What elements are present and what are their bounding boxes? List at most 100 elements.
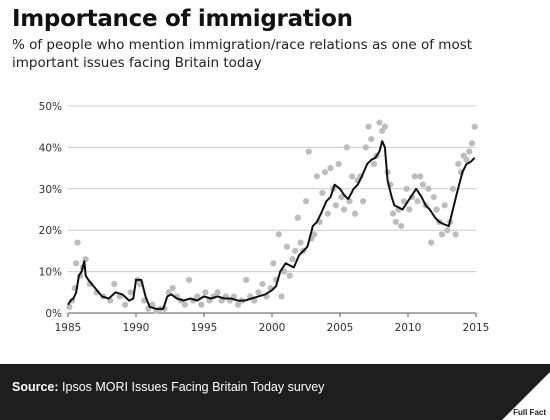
scatter-point xyxy=(400,198,408,205)
x-tick-label: 2010 xyxy=(395,322,422,334)
y-tick-label: 10% xyxy=(39,267,62,279)
y-tick-labels: 0% 10% 20% 30% 40% 50% xyxy=(39,101,62,320)
chart-subtitle: % of people who mention immigration/race… xyxy=(12,37,473,71)
scatter-point xyxy=(292,247,299,254)
scatter-point xyxy=(376,119,383,126)
scatter-point xyxy=(368,136,375,143)
scatter-point xyxy=(289,256,296,263)
scatter-point xyxy=(283,243,291,250)
x-tick-label: 1990 xyxy=(123,322,150,334)
scatter-point xyxy=(425,185,432,192)
footer: Source: Ipsos MORI Issues Facing Britain… xyxy=(0,364,550,420)
scatter-point xyxy=(343,144,350,151)
scatter-point xyxy=(370,160,378,168)
scatter-point xyxy=(278,293,285,300)
scatter-point xyxy=(406,206,413,213)
trend-line xyxy=(67,140,476,310)
scatter-point xyxy=(73,260,80,267)
x-tick-label: 2015 xyxy=(463,322,490,334)
scatter-point xyxy=(398,222,405,230)
scatter-point xyxy=(340,206,348,213)
x-tick-label: 1995 xyxy=(191,322,218,334)
scatter-point xyxy=(286,272,293,279)
scatter-point xyxy=(321,169,329,176)
x-tick-label: 2000 xyxy=(259,322,286,334)
scatter-point xyxy=(441,202,448,209)
scatter-point xyxy=(313,173,320,180)
scatter-point xyxy=(255,289,262,296)
scatter-point xyxy=(74,239,81,246)
y-tick-label: 40% xyxy=(39,142,62,154)
chart-title: Importance of immigration xyxy=(12,6,353,32)
scatter-point xyxy=(305,148,312,155)
series-line xyxy=(67,140,476,310)
scatter-point xyxy=(449,185,456,192)
scatter-point xyxy=(127,289,134,296)
scatter-point xyxy=(122,301,129,308)
scatter-point xyxy=(471,123,478,130)
scatter-point xyxy=(327,165,334,172)
scatter-point xyxy=(438,231,446,238)
scatter-point xyxy=(463,156,470,163)
scatter-point xyxy=(165,289,172,296)
x-tick-labels: 1985 1990 1995 2000 2005 2010 2015 xyxy=(55,322,490,334)
scatter-point xyxy=(389,210,397,217)
scatter-point xyxy=(417,173,424,180)
scatter-point xyxy=(332,202,340,209)
scatter-point xyxy=(275,231,282,238)
y-tick-label: 0% xyxy=(45,308,62,320)
scatter-point xyxy=(466,148,473,155)
scatter-point xyxy=(243,276,250,283)
scatter-point xyxy=(411,173,418,180)
scatter-point xyxy=(185,276,193,283)
scatter-point xyxy=(311,231,318,238)
scatter-point xyxy=(234,301,242,308)
scatter-point xyxy=(365,123,372,130)
scatter-point xyxy=(468,140,476,147)
scatter-point xyxy=(281,268,288,275)
scatter-point xyxy=(338,193,345,201)
scatter-point xyxy=(452,231,459,238)
scatter-point xyxy=(66,303,73,310)
scatter-point xyxy=(403,185,410,192)
x-tick-label: 2005 xyxy=(327,322,354,334)
full-fact-logo xyxy=(502,372,550,420)
source-label: Source: xyxy=(12,380,59,394)
y-tick-label: 30% xyxy=(39,184,62,196)
scatter-point xyxy=(392,218,399,226)
scatter-point xyxy=(297,239,304,246)
scatter-point xyxy=(351,210,359,217)
scatter-point xyxy=(444,227,451,234)
source-note: Source: Ipsos MORI Issues Facing Britain… xyxy=(12,380,324,394)
scatter-point xyxy=(270,260,277,267)
scatter-point xyxy=(430,193,437,201)
scatter-point xyxy=(214,289,221,296)
scatter-point xyxy=(302,198,310,205)
scatter-points xyxy=(66,119,478,315)
logo-text: Full Fact xyxy=(513,408,546,417)
scatter-point xyxy=(433,206,440,213)
source-text: Ipsos MORI Issues Facing Britain Today s… xyxy=(62,380,325,394)
y-tick-label: 20% xyxy=(39,225,62,237)
scatter-point xyxy=(181,301,189,308)
scatter-point xyxy=(169,285,176,292)
scatter-point xyxy=(360,198,367,205)
scatter-point xyxy=(419,181,427,188)
scatter-point xyxy=(194,293,201,300)
axes xyxy=(67,312,477,317)
scatter-point xyxy=(455,160,462,168)
scatter-point xyxy=(428,239,435,246)
scatter-point xyxy=(202,289,209,296)
scatter-point xyxy=(324,210,331,217)
line-chart: 0% 10% 20% 30% 40% 50% 1985 1990 1995 2000 2005 20… xyxy=(39,101,490,334)
scatter-point xyxy=(414,198,421,205)
scatter-point xyxy=(362,144,369,151)
y-tick-label: 50% xyxy=(39,101,62,113)
scatter-point xyxy=(259,280,266,288)
scatter-point xyxy=(381,123,388,130)
gridlines xyxy=(68,105,476,273)
scatter-point xyxy=(111,280,118,288)
scatter-point xyxy=(198,301,205,308)
scatter-point xyxy=(349,173,356,180)
scatter-point xyxy=(319,189,326,197)
